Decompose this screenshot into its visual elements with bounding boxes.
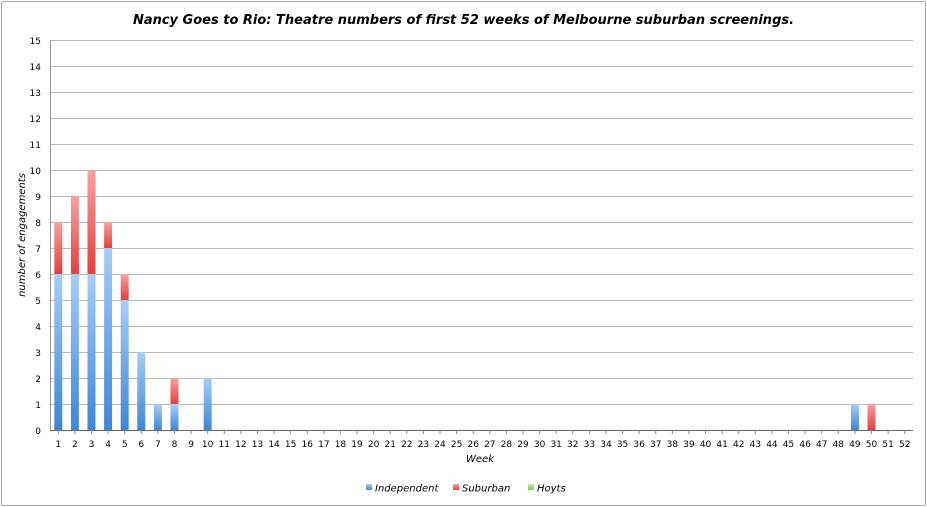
x-tick-label: 23 — [418, 440, 429, 450]
x-tick-label: 25 — [451, 440, 462, 450]
y-tick-label: 4 — [35, 323, 41, 333]
y-tick-label: 15 — [30, 37, 41, 47]
x-tick-label: 42 — [733, 440, 744, 450]
x-tick-label: 43 — [750, 440, 761, 450]
x-tick-label: 29 — [517, 440, 529, 450]
x-tick-label: 45 — [783, 440, 794, 450]
x-tick-label: 38 — [667, 440, 679, 450]
y-tick-label: 3 — [35, 349, 41, 359]
x-tick-label: 47 — [816, 440, 827, 450]
bar-independent — [87, 274, 96, 430]
bar-independent — [54, 274, 63, 430]
y-tick-label: 11 — [30, 141, 41, 151]
x-tick-label: 22 — [401, 440, 412, 450]
legend-label: Suburban — [462, 484, 510, 495]
x-tick-label: 7 — [155, 440, 161, 450]
x-tick-label: 51 — [882, 440, 893, 450]
x-tick-label: 37 — [650, 440, 661, 450]
x-tick-label: 31 — [550, 440, 561, 450]
bar-independent — [120, 300, 129, 430]
bar-independent — [170, 404, 179, 430]
legend-swatch — [453, 484, 459, 490]
y-tick-label: 7 — [35, 245, 41, 255]
bar-suburban — [170, 378, 179, 404]
bar-suburban — [867, 404, 876, 430]
legend-label: Independent — [375, 484, 439, 495]
bar-suburban — [120, 274, 129, 300]
x-tick-label: 5 — [122, 440, 128, 450]
x-axis-label: Week — [466, 454, 495, 465]
x-tick-label: 50 — [866, 440, 878, 450]
x-tick-label: 26 — [467, 440, 479, 450]
y-tick-label: 14 — [30, 63, 42, 73]
x-tick-label: 34 — [600, 440, 612, 450]
x-tick-label: 24 — [434, 440, 446, 450]
x-tick-label: 4 — [105, 440, 111, 450]
x-tick-label: 2 — [72, 440, 78, 450]
x-tick-label: 6 — [138, 440, 144, 450]
x-tick-label: 17 — [318, 440, 329, 450]
y-tick-label: 10 — [30, 167, 42, 177]
y-tick-label: 5 — [35, 297, 41, 307]
x-tick-label: 49 — [849, 440, 861, 450]
x-tick-label: 44 — [766, 440, 778, 450]
x-tick-label: 39 — [683, 440, 695, 450]
x-tick-label: 11 — [219, 440, 230, 450]
x-tick-label: 8 — [172, 440, 178, 450]
bar-independent — [104, 248, 113, 430]
bar-suburban — [87, 170, 96, 274]
x-tick-label: 21 — [384, 440, 395, 450]
x-tick-label: 41 — [716, 440, 727, 450]
bar-suburban — [54, 222, 63, 274]
bar-suburban — [104, 222, 113, 248]
x-tick-label: 9 — [188, 440, 194, 450]
y-tick-label: 9 — [35, 193, 41, 203]
x-tick-label: 27 — [484, 440, 495, 450]
x-tick-label: 14 — [268, 440, 280, 450]
x-tick-label: 18 — [335, 440, 347, 450]
x-tick-label: 16 — [302, 440, 314, 450]
y-tick-label: 8 — [35, 219, 41, 229]
bar-independent — [153, 404, 162, 430]
x-tick-label: 33 — [584, 440, 595, 450]
bars — [54, 170, 876, 430]
x-tick-label: 3 — [89, 440, 95, 450]
x-tick-label: 1 — [55, 440, 61, 450]
x-tick-label: 15 — [285, 440, 296, 450]
x-tick-label: 48 — [833, 440, 845, 450]
x-tick-label: 46 — [799, 440, 811, 450]
chart-title: Nancy Goes to Rio: Theatre numbers of fi… — [132, 13, 795, 28]
x-tick-label: 32 — [567, 440, 578, 450]
grid-lines — [50, 40, 913, 405]
bar-suburban — [70, 196, 79, 274]
x-tick-label: 35 — [617, 440, 628, 450]
y-tick-label: 2 — [35, 375, 41, 385]
y-tick-label: 1 — [35, 401, 41, 411]
bar-independent — [137, 352, 146, 430]
legend-label: Hoyts — [537, 484, 566, 495]
x-tick-label: 52 — [899, 440, 910, 450]
y-axis-label: number of engagements — [17, 173, 28, 297]
bar-independent — [70, 274, 79, 430]
legend: Independent Suburban Hoyts — [366, 484, 566, 495]
x-tick-label: 30 — [534, 440, 546, 450]
y-tick-label: 6 — [35, 271, 41, 281]
x-tick-label: 36 — [633, 440, 645, 450]
x-tick-label: 20 — [368, 440, 380, 450]
y-tick-label: 12 — [30, 115, 41, 125]
x-tick-label: 12 — [235, 440, 246, 450]
y-tick-label: 13 — [30, 89, 41, 99]
legend-swatch — [366, 484, 372, 490]
x-tick-label: 40 — [700, 440, 712, 450]
x-tick-label: 13 — [252, 440, 263, 450]
legend-swatch — [528, 484, 534, 490]
bar-independent — [203, 378, 212, 430]
x-tick-label: 10 — [202, 440, 214, 450]
x-tick-label: 28 — [501, 440, 513, 450]
x-tick-label: 19 — [351, 440, 363, 450]
y-tick-label: 0 — [35, 427, 41, 437]
bar-independent — [850, 404, 859, 430]
